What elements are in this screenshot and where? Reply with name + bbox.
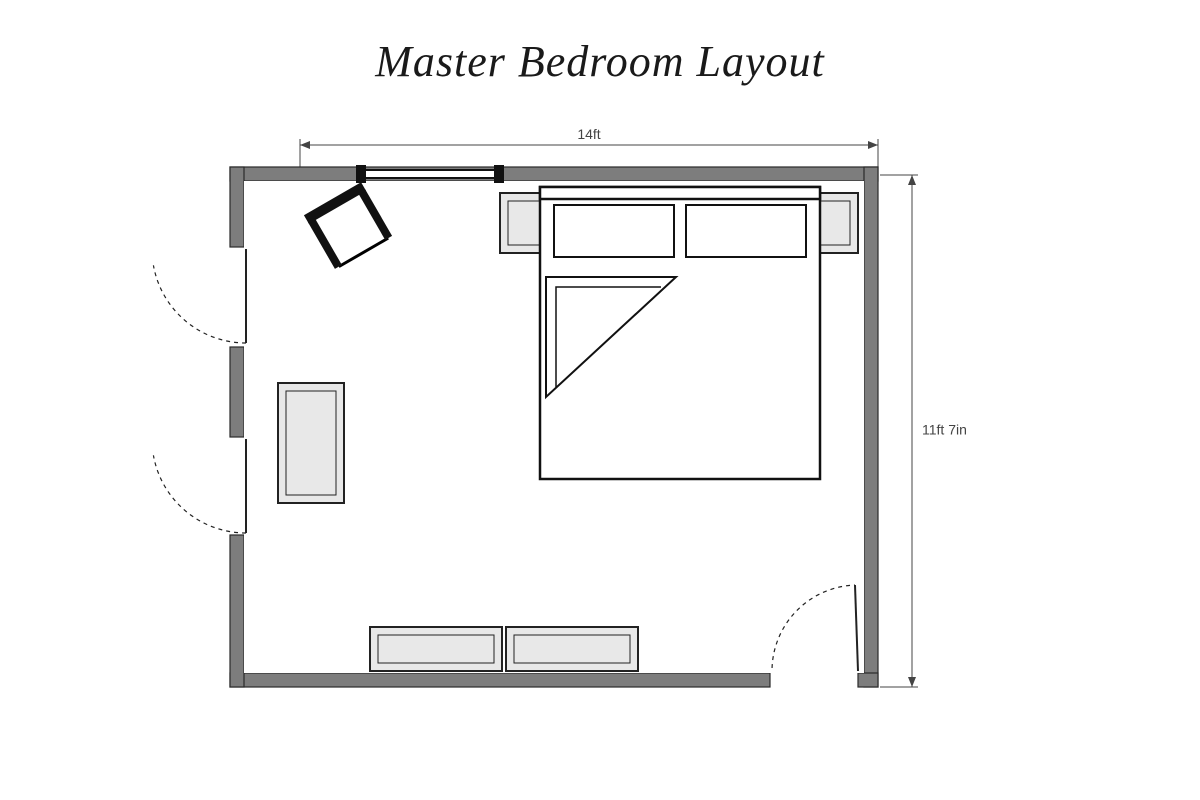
floor-plan-svg: 14ft 11ft 7in xyxy=(0,87,1200,787)
page-title: Master Bedroom Layout xyxy=(0,0,1200,87)
door xyxy=(772,585,858,671)
dresser xyxy=(278,383,344,503)
armchair xyxy=(304,182,392,269)
bench-right xyxy=(506,627,638,671)
bench-left xyxy=(370,627,502,671)
door xyxy=(153,439,246,533)
dimension-width-label: 14ft xyxy=(577,126,600,142)
bed xyxy=(540,187,820,479)
dimension-height-label: 11ft 7in xyxy=(922,422,967,438)
door xyxy=(153,249,246,343)
